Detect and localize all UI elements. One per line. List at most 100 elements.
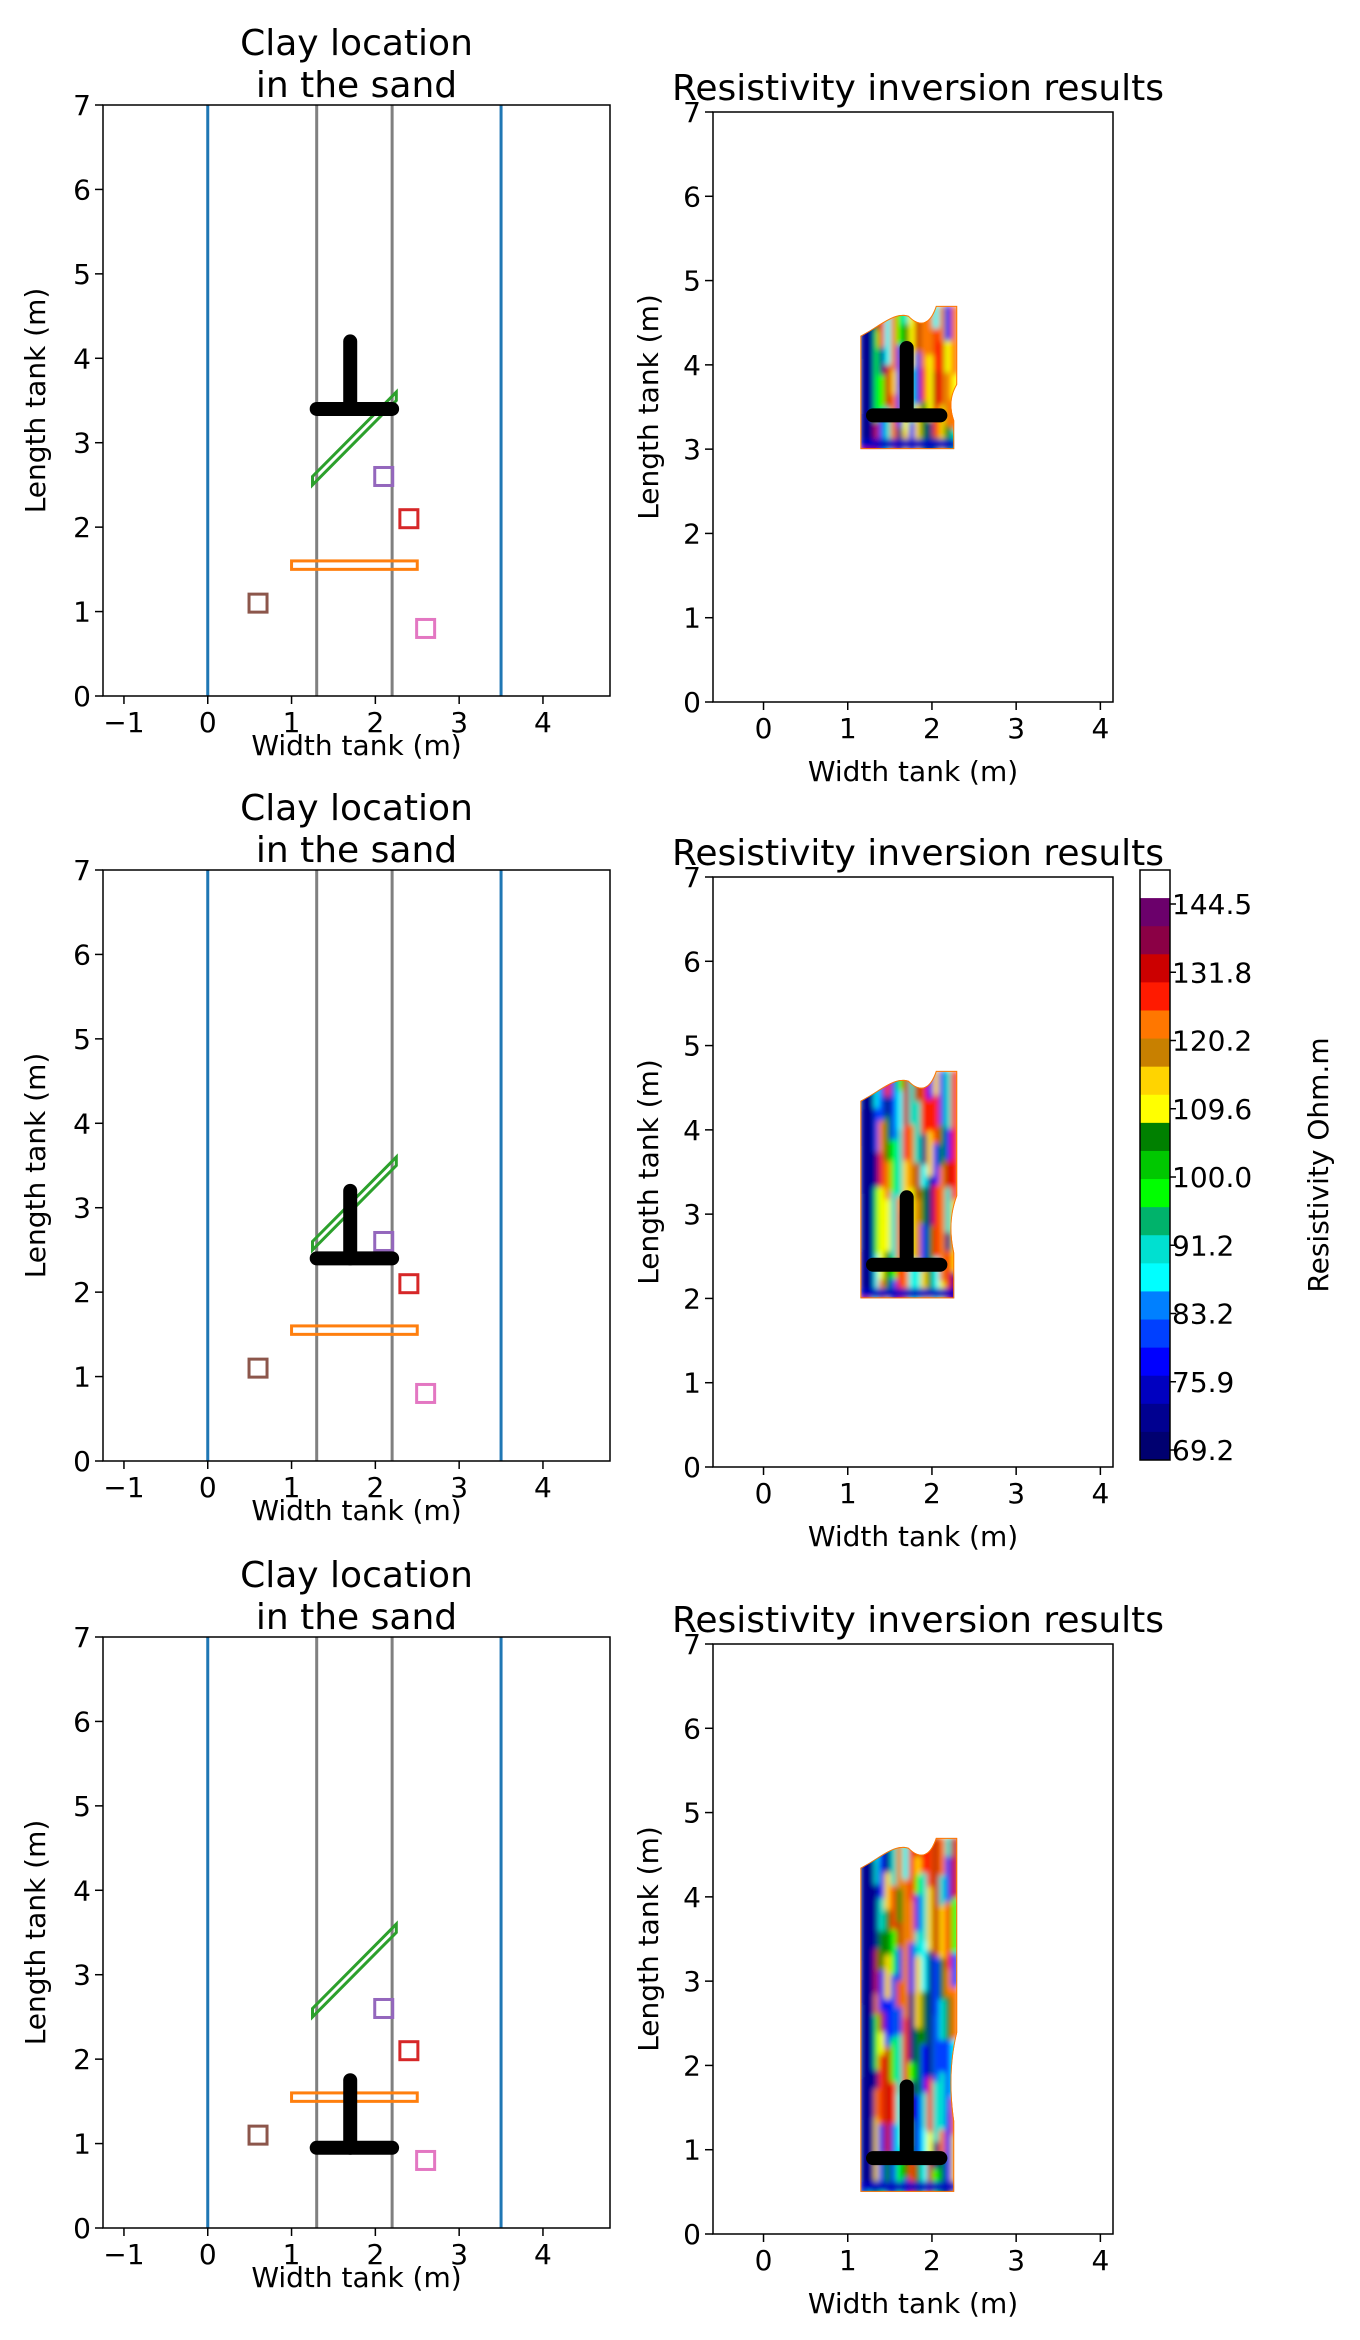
- inversion-edge: [860, 1070, 875, 1299]
- inversion-cell: [872, 1152, 880, 1188]
- inversion-cell: [914, 1198, 921, 1260]
- inversion-cell: [878, 1837, 885, 1899]
- inversion-cell: [945, 1070, 953, 1129]
- inversion-cell: [878, 1152, 885, 1188]
- colorbar-label: Resistivity Ohm.m: [1302, 1037, 1335, 1292]
- x-tick-label: 0: [199, 2238, 217, 2271]
- inversion-cell: [914, 1101, 921, 1164]
- colorbar-tick-label: 100.0: [1172, 1161, 1252, 1194]
- inversion-cell: [872, 1949, 879, 1994]
- inversion-cell: [939, 1905, 948, 1959]
- inversion-cell: [920, 368, 928, 402]
- inversion-cell: [926, 1887, 933, 1951]
- inversion-cell: [945, 340, 954, 373]
- inversion-cell: [939, 2072, 948, 2130]
- inversion-cell: [902, 1160, 910, 1212]
- inversion-cell: [926, 2157, 933, 2192]
- inversion-cell: [914, 1163, 921, 1199]
- inversion-cell: [914, 1856, 922, 1876]
- inversion-cell: [896, 427, 903, 450]
- inversion-cell: [920, 1070, 929, 1135]
- y-tick-label: 1: [683, 1367, 701, 1400]
- x-tick-label: 2: [923, 712, 941, 745]
- inversion-cell: [890, 417, 898, 450]
- clay-square-marker: [373, 1230, 395, 1252]
- inversion-cell: [926, 355, 933, 421]
- y-tick-label: 4: [73, 1874, 91, 1907]
- y-tick-label: 1: [683, 602, 701, 635]
- inversion-cell: [890, 394, 898, 418]
- y-tick-label: 7: [73, 854, 91, 887]
- x-tick-label: −1: [103, 2238, 144, 2271]
- inversion-cell: [884, 1837, 893, 1873]
- x-axis-label: Width tank (m): [808, 1520, 1018, 1553]
- inversion-cell: [920, 1991, 928, 2045]
- x-tick-label: 0: [755, 2244, 773, 2277]
- panel-title-line1: Clay location: [240, 1555, 473, 1596]
- green-inclined-clay: [311, 1920, 398, 2021]
- inversion-cell: [872, 2088, 879, 2118]
- inversion-cell: [908, 1992, 916, 2063]
- x-tick-label: 3: [1007, 712, 1025, 745]
- clay-square-marker: [398, 508, 420, 530]
- y-axis-label: Length tank (m): [19, 1053, 52, 1279]
- panel-title-line2: in the sand: [256, 1597, 457, 1638]
- right-panel-row-1: Resistivity inversion results 0 1 2 3 4 0 1 2 3 4 5…: [632, 68, 1164, 788]
- x-tick-label: 1: [283, 706, 301, 739]
- inversion-cell: [920, 401, 928, 450]
- clay-square-marker: [415, 1382, 437, 1404]
- axes-frame: [102, 1636, 611, 2229]
- colorbar-tick-label: 75.9: [1172, 1366, 1234, 1399]
- inversion-cell: [890, 1929, 896, 1975]
- y-tick-label: 2: [73, 2043, 91, 2076]
- panel-title-line2: in the sand: [256, 65, 457, 106]
- inversion-cell: [902, 1125, 910, 1161]
- inversion-cell: [890, 370, 898, 395]
- y-tick-label: 5: [73, 1790, 91, 1823]
- colorbar-segment: [1140, 1375, 1170, 1405]
- y-tick-label: 4: [73, 342, 91, 375]
- inversion-cell: [878, 1221, 885, 1280]
- inversion-cell: [933, 328, 942, 372]
- inversion-cell: [872, 2117, 879, 2181]
- inversion-cell: [890, 2123, 896, 2173]
- inversion-cell: [920, 1187, 929, 1225]
- inversion-edge: [860, 1288, 958, 1299]
- inversion-cell: [933, 2169, 941, 2192]
- colorbar-segment: [1140, 1122, 1170, 1152]
- axes-frame: [712, 1643, 1114, 2235]
- inversion-edge: [860, 439, 958, 450]
- inversion-cell: [878, 374, 885, 411]
- x-tick-label: 2: [366, 706, 384, 739]
- inversion-cell: [926, 1176, 936, 1226]
- inversion-cell: [878, 1120, 885, 1153]
- panel-title-line2: in the sand: [256, 830, 457, 871]
- colorbar-segment: [1140, 1347, 1170, 1377]
- inversion-cell: [933, 1257, 940, 1299]
- colorbar-segment: [1140, 926, 1170, 955]
- inversion-cell: [914, 1894, 922, 1932]
- colorbar-segment: [1140, 1263, 1170, 1292]
- inversion-cell: [896, 2161, 902, 2192]
- colorbar-tick-label: 120.2: [1172, 1025, 1252, 1058]
- colorbar-tick-label: 109.6: [1172, 1093, 1252, 1126]
- y-tick-label: 5: [683, 1030, 701, 1063]
- x-tick-label: 4: [534, 1471, 552, 1504]
- inversion-cell: [914, 1070, 921, 1102]
- panel-title-line1: Clay location: [240, 23, 473, 64]
- inversion-cell: [896, 1888, 902, 1923]
- inversion-cell: [878, 2011, 885, 2033]
- inversion-cell: [896, 305, 903, 345]
- inversion-cell: [951, 2040, 958, 2098]
- colorbar-tick-label: 144.5: [1172, 888, 1252, 921]
- x-axis-label: Width tank (m): [808, 2287, 1018, 2320]
- inversion-cell: [933, 1901, 941, 1957]
- x-tick-label: 0: [755, 1477, 773, 1510]
- inversion-cell: [902, 1260, 910, 1299]
- inversion-cell: [890, 305, 898, 371]
- inversion-cell: [945, 305, 954, 341]
- y-tick-label: 3: [683, 433, 701, 466]
- y-tick-label: 7: [683, 96, 701, 129]
